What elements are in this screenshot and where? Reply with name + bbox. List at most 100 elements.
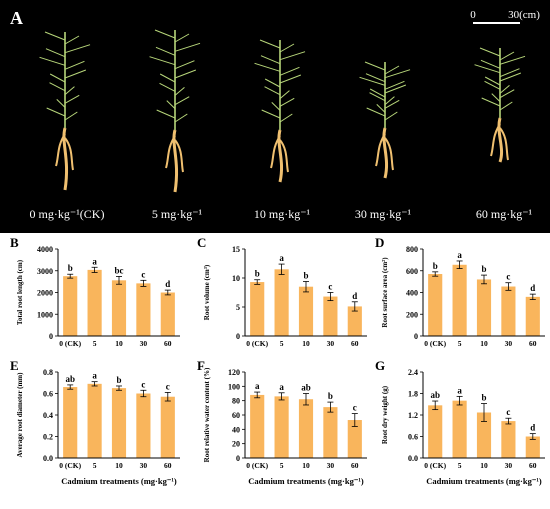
plant-leaf	[479, 47, 501, 57]
plant-root	[490, 123, 501, 157]
treatment-label: 0 mg·kg⁻¹(CK)	[30, 207, 105, 221]
chart-e: Eab 0 (CK) a 5 b 10 c 30 c 60 0.0 0.2 0.4 0.6 0.8 Avera…	[10, 358, 180, 486]
plant-root	[64, 137, 74, 171]
plant-leaf	[364, 61, 386, 71]
chart-b: Bb 0 (CK) a 5 bc 10 c 30 d 60 0 1000 2000 3000 4000 Tot…	[10, 235, 180, 348]
plant-leaf	[376, 103, 386, 113]
y-axis-label: Root dry weight (g)	[381, 385, 389, 444]
bar	[136, 393, 151, 458]
x-tick-label: 30	[327, 461, 335, 470]
plant-leaf	[174, 69, 197, 79]
plant-leaf	[369, 92, 386, 102]
plant-leaf	[64, 86, 75, 96]
plant-3	[254, 39, 306, 183]
bar	[87, 269, 102, 336]
plant-root	[499, 127, 509, 161]
plant-leaf	[166, 100, 176, 110]
y-axis-label: Root surface area (cm²)	[381, 257, 389, 328]
x-tick-label: 10	[115, 461, 123, 470]
plant-leaf	[359, 76, 386, 86]
y-tick-label: 0	[414, 332, 418, 341]
x-tick-label: 10	[480, 339, 488, 348]
significance-letter: c	[353, 403, 357, 413]
x-axis-label: Cadmium treatments (mg·kg⁻¹)	[248, 476, 364, 486]
bar	[274, 396, 289, 458]
plant-leaf	[159, 82, 176, 92]
x-tick-label: 5	[93, 339, 97, 348]
significance-letter: c	[141, 379, 145, 389]
plant-leaf	[155, 46, 176, 56]
significance-letter: b	[328, 391, 333, 401]
plant-leaf	[174, 42, 201, 52]
significance-letter: d	[352, 291, 357, 301]
bar	[160, 292, 175, 336]
x-tick-label: 0 (CK)	[246, 339, 268, 348]
y-tick-label: 2000	[37, 289, 53, 298]
x-tick-label: 0 (CK)	[59, 461, 81, 470]
significance-letter: d	[165, 279, 170, 289]
plant-leaf	[156, 109, 176, 119]
significance-letter: a	[279, 382, 284, 392]
significance-letter: ab	[65, 374, 75, 384]
plant-leaf	[64, 35, 80, 45]
y-tick-label: 400	[406, 289, 418, 298]
plant-4	[359, 61, 411, 179]
bar	[525, 436, 540, 458]
plant-leaf	[499, 101, 513, 111]
y-tick-label: 1000	[37, 310, 53, 319]
plant-leaf	[56, 98, 66, 108]
x-tick-label: 0 (CK)	[424, 339, 446, 348]
x-tick-label: 30	[505, 461, 513, 470]
treatment-label: 60 mg·kg⁻¹	[476, 207, 533, 221]
y-tick-label: 15	[232, 245, 240, 254]
plant-leaf	[154, 29, 176, 39]
panel-label: G	[375, 358, 385, 373]
bar-charts: Bb0 (CK)a5bc10c30d6001000200030004000Tot…	[10, 235, 545, 486]
plant-leaf	[174, 33, 190, 43]
plant-leaf	[279, 97, 295, 107]
treatment-label: 5 mg·kg⁻¹	[152, 207, 203, 221]
x-tick-label: 5	[458, 461, 462, 470]
y-tick-label: 0.2	[43, 433, 53, 442]
significance-letter: a	[92, 371, 97, 381]
y-tick-label: 0.8	[43, 368, 53, 377]
plant-leaf	[499, 55, 526, 65]
y-tick-label: 10	[232, 274, 240, 283]
x-tick-label: 60	[164, 339, 172, 348]
plant-root	[382, 127, 389, 179]
plant-root	[497, 117, 504, 163]
plant-leaf	[384, 65, 400, 75]
plant-photo: 0 30(cm) 0 mg·kg⁻¹(CK) 5 mg·kg⁻¹ 10 mg·kg⁻¹ 3…	[30, 9, 541, 221]
plant-leaf	[384, 96, 395, 106]
plant-leaf	[264, 86, 281, 96]
bar	[323, 296, 338, 336]
significance-letter: ab	[430, 390, 440, 400]
plant-leaf	[64, 111, 78, 121]
bar	[298, 399, 314, 458]
y-axis-label: Root volume (cm³)	[203, 264, 211, 320]
significance-letter: d	[530, 283, 535, 293]
plant-leaf	[279, 66, 300, 76]
bar	[250, 394, 265, 458]
significance-letter: b	[255, 269, 260, 279]
plant-leaf	[264, 78, 281, 88]
bar	[501, 286, 516, 336]
panel-label: D	[375, 235, 384, 250]
y-tick-label: 0	[236, 332, 240, 341]
plant-leaf	[174, 86, 185, 96]
bar	[452, 400, 467, 458]
plant-leaf	[279, 51, 306, 61]
y-tick-label: 600	[406, 267, 418, 276]
bar	[452, 264, 467, 336]
bar	[63, 387, 78, 458]
plant-leaf	[64, 60, 85, 70]
plant-root	[165, 135, 176, 169]
bar	[428, 405, 443, 458]
y-tick-label: 2.4	[408, 368, 418, 377]
x-tick-label: 10	[302, 339, 310, 348]
photo-panel: 0 30(cm) 0 mg·kg⁻¹(CK) 5 mg·kg⁻¹ 10 mg·kg⁻¹ 3…	[0, 0, 550, 233]
x-tick-label: 10	[480, 461, 488, 470]
y-tick-label: 0.0	[408, 454, 418, 463]
panel-label: E	[10, 358, 19, 373]
significance-letter: b	[433, 261, 438, 271]
